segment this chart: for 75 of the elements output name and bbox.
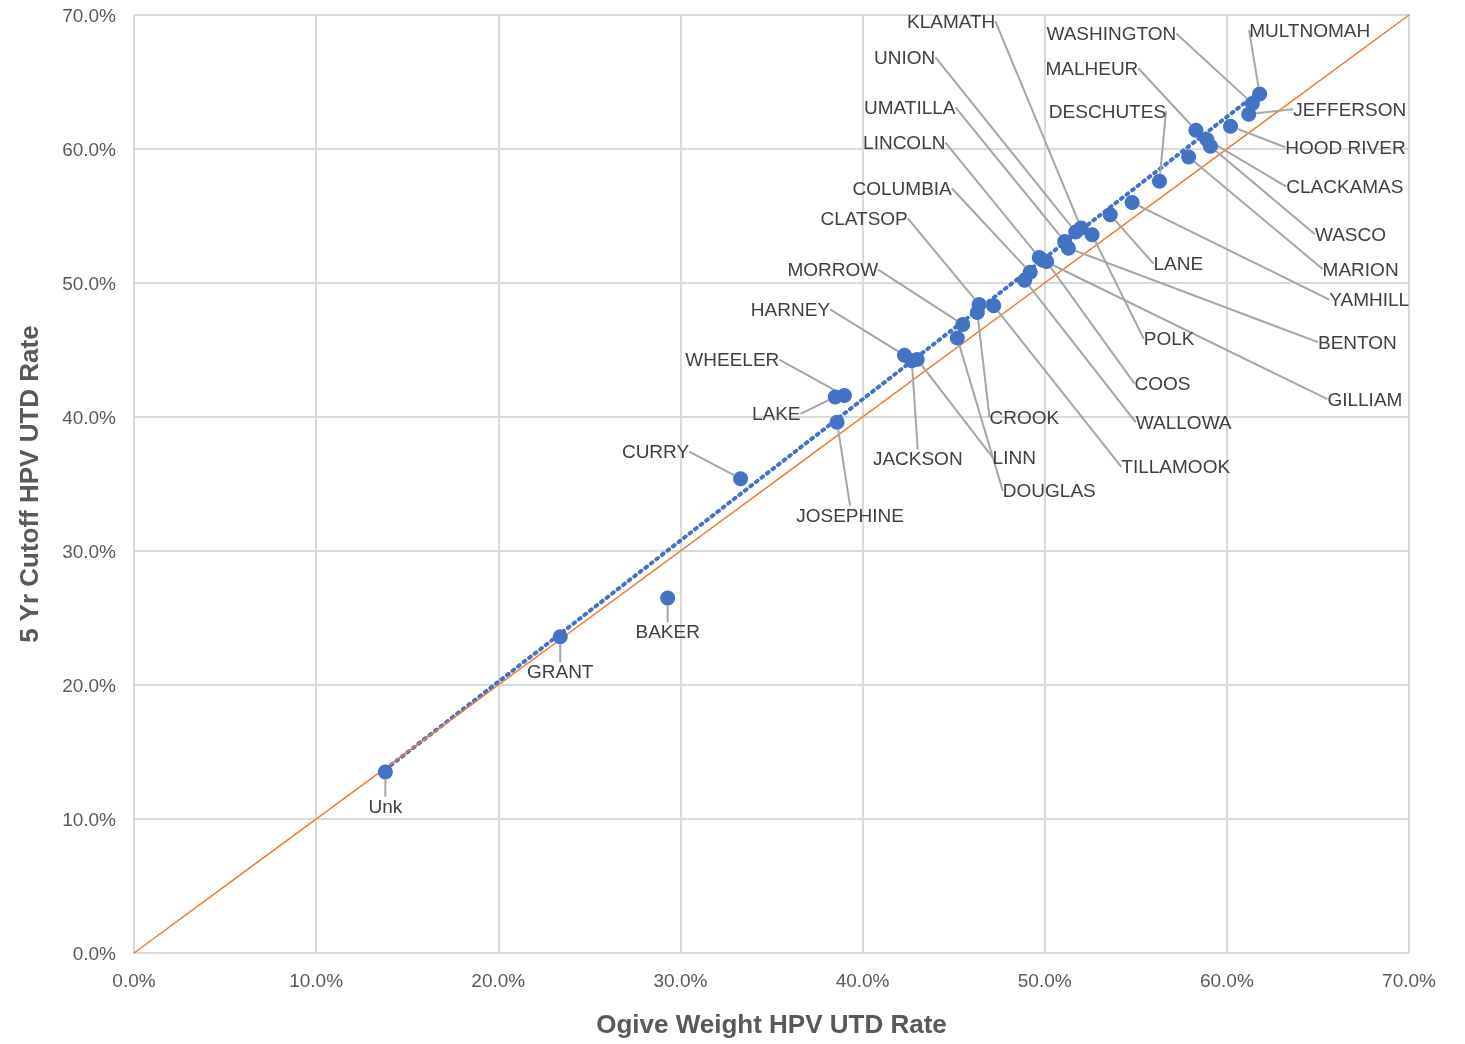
point bbox=[1017, 272, 1033, 288]
data-label: MALHEUR bbox=[1045, 57, 1139, 79]
x-tick-label: 60.0% bbox=[1199, 970, 1254, 991]
point bbox=[1124, 195, 1140, 211]
y-tick-label: 40.0% bbox=[62, 406, 117, 428]
data-label: HOOD RIVER bbox=[1285, 136, 1406, 158]
point bbox=[986, 298, 1002, 314]
data-label: MULTNOMAH bbox=[1249, 19, 1371, 41]
point bbox=[1102, 207, 1118, 223]
data-label: JOSEPHINE bbox=[796, 504, 904, 526]
data-label: HARNEY bbox=[750, 298, 831, 320]
data-label: BENTON bbox=[1317, 331, 1397, 353]
data-label: KLAMATH bbox=[906, 10, 996, 32]
data-label: TILLAMOOK bbox=[1121, 456, 1231, 478]
data-label: MARION bbox=[1322, 258, 1399, 280]
data-label: CLATSOP bbox=[820, 207, 908, 229]
data-label: GRANT bbox=[526, 661, 594, 683]
data-label: COLUMBIA bbox=[852, 177, 953, 199]
point bbox=[1223, 118, 1238, 134]
x-tick-label: 40.0% bbox=[835, 970, 890, 991]
point bbox=[1151, 173, 1167, 189]
data-label: LAKE bbox=[751, 403, 801, 425]
y-tick-label: 0.0% bbox=[72, 942, 117, 964]
data-label: LINCOLN bbox=[863, 132, 946, 154]
point bbox=[829, 414, 845, 430]
x-tick-label: 20.0% bbox=[471, 970, 526, 991]
data-label: JEFFERSON bbox=[1293, 98, 1407, 120]
point bbox=[827, 389, 843, 405]
y-tick-label: 10.0% bbox=[62, 808, 117, 830]
data-label: YAMHILL bbox=[1329, 289, 1410, 311]
data-label: BAKER bbox=[635, 621, 700, 643]
x-tick-label: 70.0% bbox=[1382, 970, 1437, 991]
x-tick-label: 50.0% bbox=[1017, 970, 1072, 991]
data-label: COOS bbox=[1134, 373, 1191, 395]
data-label: JACKSON bbox=[872, 448, 963, 470]
data-label: CURRY bbox=[621, 441, 690, 463]
point bbox=[733, 471, 749, 487]
y-axis-title: 5 Yr Cutoff HPV UTD Rate bbox=[14, 325, 44, 643]
point bbox=[1084, 227, 1100, 243]
point bbox=[552, 629, 568, 645]
x-axis-title: Ogive Weight HPV UTD Rate bbox=[596, 1009, 947, 1039]
data-label: CLACKAMAS bbox=[1286, 176, 1404, 198]
point bbox=[949, 330, 965, 346]
data-label: DESCHUTES bbox=[1048, 100, 1167, 122]
point bbox=[1073, 220, 1089, 236]
data-label: DOUGLAS bbox=[1002, 480, 1096, 502]
data-label: POLK bbox=[1143, 328, 1195, 350]
data-label: WASCO bbox=[1314, 223, 1386, 245]
y-tick-label: 70.0% bbox=[62, 4, 117, 26]
point bbox=[377, 764, 393, 780]
data-label: WHEELER bbox=[685, 349, 780, 371]
point bbox=[1188, 122, 1204, 138]
point bbox=[1252, 86, 1268, 102]
data-label: WALLOWA bbox=[1135, 411, 1232, 433]
point bbox=[660, 590, 676, 606]
data-label: LINN bbox=[992, 446, 1036, 468]
y-tick-label: 30.0% bbox=[62, 540, 117, 562]
point bbox=[955, 317, 971, 333]
point bbox=[1202, 138, 1218, 154]
data-label: WASHINGTON bbox=[1046, 22, 1177, 44]
data-label: LANE bbox=[1153, 253, 1204, 275]
x-tick-label: 30.0% bbox=[653, 970, 708, 991]
data-label: GILLIAM bbox=[1327, 388, 1403, 410]
data-label: CROOK bbox=[989, 406, 1060, 428]
data-label: UNION bbox=[874, 46, 936, 68]
x-tick-label: 10.0% bbox=[289, 970, 344, 991]
point bbox=[1060, 240, 1076, 256]
point bbox=[1181, 149, 1197, 165]
data-label: Unk bbox=[368, 795, 403, 817]
y-tick-label: 50.0% bbox=[62, 272, 117, 294]
x-tick-label: 0.0% bbox=[112, 970, 156, 991]
data-label: MORROW bbox=[787, 259, 879, 281]
y-tick-label: 60.0% bbox=[62, 138, 117, 160]
y-tick-label: 20.0% bbox=[62, 674, 117, 696]
data-label: UMATILLA bbox=[863, 96, 956, 118]
